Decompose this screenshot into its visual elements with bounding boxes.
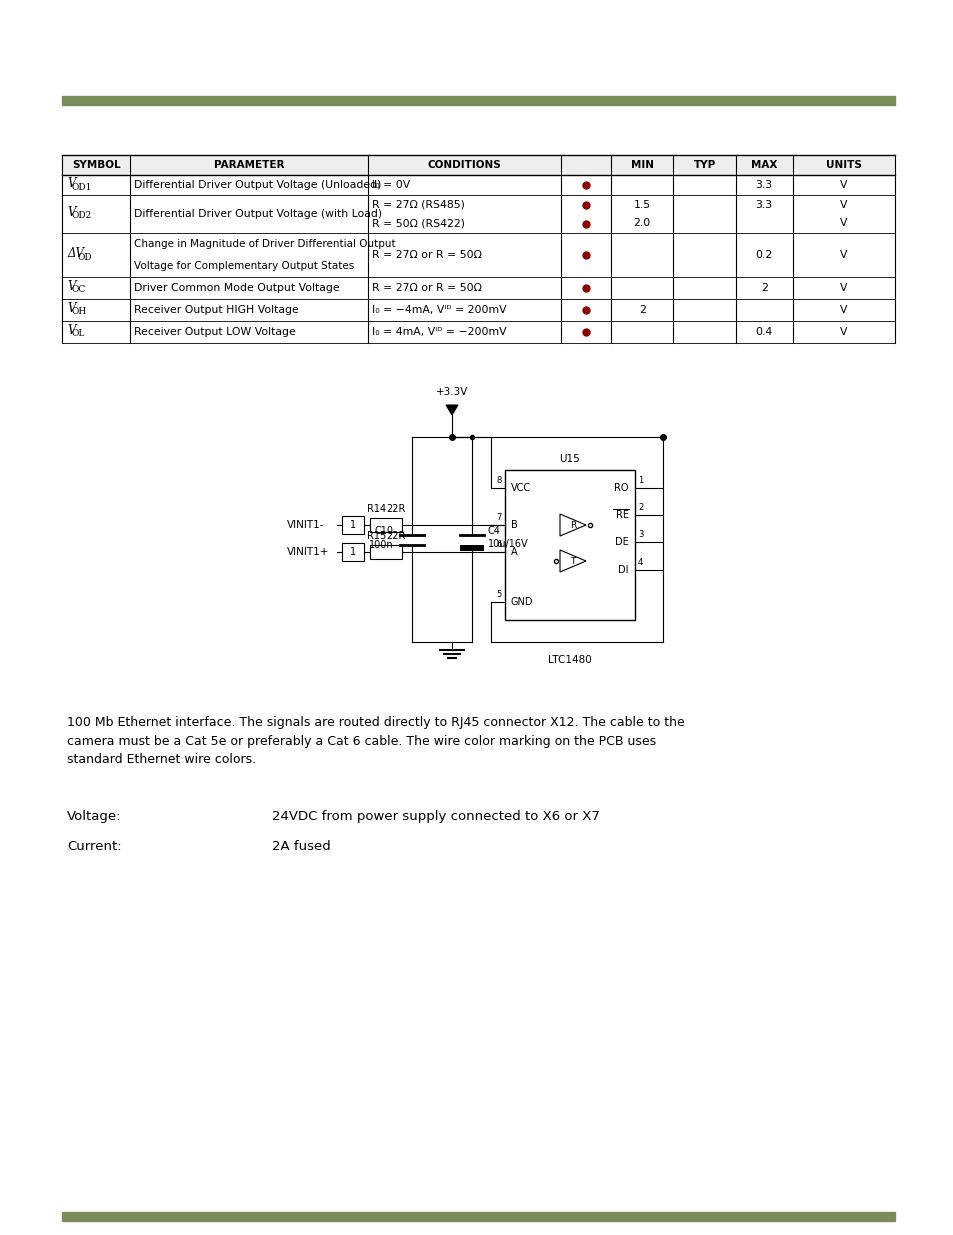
Polygon shape <box>559 550 585 572</box>
Text: 100 Mb Ethernet interface. The signals are routed directly to RJ45 connector X12: 100 Mb Ethernet interface. The signals a… <box>67 716 684 766</box>
Text: 1: 1 <box>350 520 355 530</box>
Bar <box>62 156 894 175</box>
Text: RE: RE <box>616 510 628 520</box>
Bar <box>341 543 364 561</box>
Text: RO: RO <box>614 483 628 493</box>
Text: 3.3: 3.3 <box>755 200 772 210</box>
Text: 1: 1 <box>350 547 355 557</box>
Text: MAX: MAX <box>750 161 777 170</box>
Text: Voltage:: Voltage: <box>67 810 121 823</box>
Text: 0.4: 0.4 <box>755 327 772 337</box>
Text: Differential Driver Output Voltage (with Load): Differential Driver Output Voltage (with… <box>134 209 382 219</box>
Text: R = 50Ω (RS422): R = 50Ω (RS422) <box>372 219 464 228</box>
Text: V: V <box>840 180 846 190</box>
Text: 2.0: 2.0 <box>633 219 650 228</box>
Text: I₀ = 4mA, Vᴵᴰ = −200mV: I₀ = 4mA, Vᴵᴰ = −200mV <box>372 327 506 337</box>
Text: V: V <box>67 280 75 293</box>
Text: 3.3: 3.3 <box>755 180 772 190</box>
Text: R: R <box>569 520 576 530</box>
Text: B: B <box>511 520 517 530</box>
Text: 22R: 22R <box>386 504 405 514</box>
Text: OH: OH <box>71 308 87 316</box>
Text: R15: R15 <box>367 531 386 541</box>
Bar <box>504 471 635 620</box>
Text: Receiver Output LOW Voltage: Receiver Output LOW Voltage <box>134 327 295 337</box>
Text: V: V <box>840 200 846 210</box>
Text: DI: DI <box>618 564 628 576</box>
Text: V: V <box>67 177 75 190</box>
Bar <box>459 545 483 551</box>
Text: V: V <box>67 324 75 337</box>
Text: C4: C4 <box>488 526 500 536</box>
Text: 1: 1 <box>638 475 642 485</box>
Text: OC: OC <box>71 285 86 294</box>
Text: MIN: MIN <box>630 161 653 170</box>
Text: 8: 8 <box>497 475 501 485</box>
Text: Receiver Output HIGH Voltage: Receiver Output HIGH Voltage <box>134 305 298 315</box>
Text: 5: 5 <box>497 590 501 599</box>
Text: I₀ = 0V: I₀ = 0V <box>372 180 410 190</box>
Text: 0.2: 0.2 <box>755 249 772 261</box>
Text: TYP: TYP <box>693 161 715 170</box>
Text: V: V <box>840 283 846 293</box>
Text: 4: 4 <box>638 558 642 567</box>
Text: 2: 2 <box>638 503 642 513</box>
Text: 2: 2 <box>639 305 645 315</box>
Text: OD: OD <box>77 252 91 262</box>
Text: 2: 2 <box>760 283 767 293</box>
Text: OL: OL <box>71 330 85 338</box>
Text: VCC: VCC <box>511 483 531 493</box>
Text: 2A fused: 2A fused <box>272 840 331 853</box>
Text: T: T <box>570 557 575 566</box>
Text: OD2: OD2 <box>71 211 92 221</box>
Bar <box>62 1212 894 1221</box>
Text: CONDITIONS: CONDITIONS <box>427 161 500 170</box>
Text: DE: DE <box>615 537 628 547</box>
Text: V: V <box>67 206 75 219</box>
Text: 24VDC from power supply connected to X6 or X7: 24VDC from power supply connected to X6 … <box>272 810 599 823</box>
Text: V: V <box>840 327 846 337</box>
Text: 3: 3 <box>638 530 642 538</box>
Text: 6: 6 <box>497 540 501 550</box>
Text: UNITS: UNITS <box>825 161 861 170</box>
Text: VINIT1-: VINIT1- <box>287 520 324 530</box>
Text: GND: GND <box>511 597 533 606</box>
Text: OD1: OD1 <box>71 183 92 191</box>
Text: +3.3V: +3.3V <box>436 387 468 396</box>
Text: 22R: 22R <box>386 531 405 541</box>
Text: V: V <box>840 305 846 315</box>
Text: V: V <box>67 303 75 315</box>
Text: R = 27Ω or R = 50Ω: R = 27Ω or R = 50Ω <box>372 249 481 261</box>
Polygon shape <box>446 405 457 415</box>
Text: U15: U15 <box>559 454 579 464</box>
Text: SYMBOL: SYMBOL <box>71 161 120 170</box>
Text: Driver Common Mode Output Voltage: Driver Common Mode Output Voltage <box>134 283 339 293</box>
Text: C10: C10 <box>375 526 394 536</box>
Text: V: V <box>840 249 846 261</box>
Text: Differential Driver Output Voltage (Unloaded): Differential Driver Output Voltage (Unlo… <box>134 180 381 190</box>
Text: ΔV: ΔV <box>67 247 84 261</box>
Bar <box>370 545 401 559</box>
Text: Change in Magnitude of Driver Differential Output: Change in Magnitude of Driver Differenti… <box>134 240 395 249</box>
Text: 100n: 100n <box>369 540 394 550</box>
Polygon shape <box>559 514 585 536</box>
Text: LTC1480: LTC1480 <box>548 655 591 664</box>
Text: Current:: Current: <box>67 840 121 853</box>
Text: Voltage for Complementary Output States: Voltage for Complementary Output States <box>134 261 355 270</box>
Text: 10u/16V: 10u/16V <box>488 540 528 550</box>
Bar <box>62 96 894 105</box>
Text: R = 27Ω (RS485): R = 27Ω (RS485) <box>372 200 464 210</box>
Text: 1.5: 1.5 <box>633 200 650 210</box>
Bar <box>370 517 401 532</box>
Text: 7: 7 <box>497 513 501 522</box>
Text: PARAMETER: PARAMETER <box>213 161 284 170</box>
Text: R14: R14 <box>367 504 386 514</box>
Text: R = 27Ω or R = 50Ω: R = 27Ω or R = 50Ω <box>372 283 481 293</box>
Text: VINIT1+: VINIT1+ <box>287 547 329 557</box>
Text: V: V <box>840 219 846 228</box>
Text: A: A <box>511 547 517 557</box>
Text: I₀ = −4mA, Vᴵᴰ = 200mV: I₀ = −4mA, Vᴵᴰ = 200mV <box>372 305 506 315</box>
Bar <box>341 516 364 534</box>
